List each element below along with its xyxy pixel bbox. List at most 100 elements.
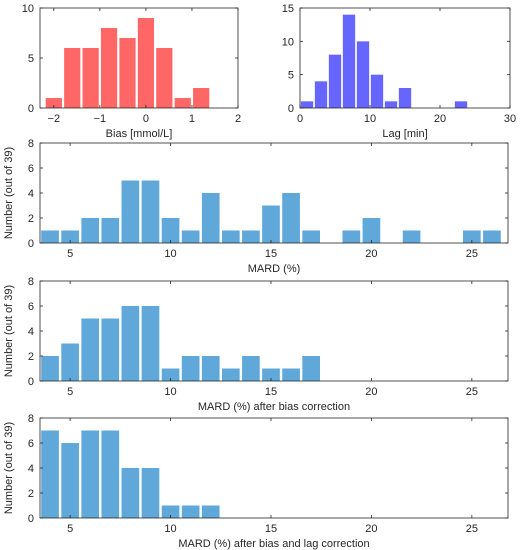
bar — [282, 368, 300, 381]
bar — [61, 230, 79, 243]
x-tick-label: 25 — [466, 248, 478, 260]
bar — [81, 430, 100, 518]
bar — [141, 180, 160, 243]
x-tick-label: 20 — [365, 248, 377, 260]
x-tick-label: 10 — [164, 248, 176, 260]
bar — [101, 430, 120, 518]
bar — [193, 88, 210, 108]
bar — [81, 218, 100, 243]
bar — [201, 193, 220, 243]
x-axis-label: MARD (%) after bias and lag correction — [178, 538, 369, 550]
x-axis-label: Lag [min] — [382, 128, 427, 140]
bar — [242, 230, 260, 243]
y-tick-label: 8 — [28, 276, 34, 288]
x-tick-label: 25 — [466, 386, 478, 398]
bar — [463, 230, 481, 243]
bar — [61, 343, 79, 381]
bar — [328, 54, 342, 108]
y-axis-label: Number (out of 39) — [3, 422, 15, 514]
bar — [137, 18, 155, 108]
y-tick-label: 15 — [282, 3, 294, 15]
bar — [314, 81, 328, 108]
bar — [201, 505, 220, 518]
bar — [242, 356, 260, 381]
x-tick-label: 0 — [297, 113, 303, 125]
subplot-4: 5 10 15 20 25 0 2 4 6 8 MARD (%) after bias correc… — [3, 276, 509, 413]
bar — [161, 218, 180, 243]
bar — [181, 230, 200, 243]
x-tick-label: 10 — [164, 386, 176, 398]
bar — [370, 74, 384, 108]
subplot-1: −2 −1 0 1 2 0 5 10 Bias [mmol/L] — [22, 3, 241, 140]
y-tick-label: 10 — [22, 3, 34, 15]
bar — [41, 356, 59, 381]
bar — [221, 230, 240, 243]
y-tick-label: 0 — [28, 376, 34, 388]
subplot-2: 0 10 20 30 0 5 10 15 Lag [min] — [282, 3, 516, 140]
bar — [342, 230, 361, 243]
y-tick-label: 2 — [28, 351, 34, 363]
y-tick-label: 5 — [28, 53, 34, 65]
x-tick-label: 10 — [364, 113, 376, 125]
bar — [282, 193, 300, 243]
bar — [141, 306, 160, 381]
bar — [64, 48, 81, 108]
bar — [100, 28, 118, 108]
y-tick-label: 0 — [28, 238, 34, 250]
y-axis-label: Number (out of 39) — [3, 147, 15, 239]
y-tick-label: 4 — [28, 326, 34, 338]
x-tick-label: 15 — [265, 386, 277, 398]
bar — [101, 318, 120, 381]
x-tick-label: 15 — [265, 248, 277, 260]
bar — [119, 38, 136, 108]
x-tick-label: 25 — [466, 523, 478, 535]
bar — [82, 48, 99, 108]
y-tick-label: 6 — [28, 438, 34, 450]
bar — [156, 48, 173, 108]
y-tick-label: 2 — [28, 213, 34, 225]
x-tick-label: 30 — [504, 113, 516, 125]
bar — [262, 368, 280, 381]
bar — [201, 356, 220, 381]
bar — [300, 101, 314, 108]
bar — [221, 368, 240, 381]
subplot-5: 5 10 15 20 25 0 2 4 6 8 MARD (%) after bias and la… — [3, 413, 509, 550]
bar — [342, 14, 356, 109]
bar — [483, 230, 501, 243]
bar — [41, 230, 59, 243]
y-tick-label: 4 — [28, 463, 34, 475]
bar — [81, 318, 100, 381]
x-tick-label: 1 — [189, 113, 195, 125]
y-tick-label: 8 — [28, 138, 34, 150]
bar — [174, 98, 191, 108]
y-tick-label: 5 — [288, 70, 294, 82]
y-tick-label: 6 — [28, 301, 34, 313]
bar — [302, 356, 320, 381]
x-axis-label: Bias [mmol/L] — [106, 128, 173, 140]
x-tick-label: −1 — [94, 113, 107, 125]
y-axis-label: Number (out of 39) — [3, 285, 15, 377]
y-tick-label: 0 — [28, 513, 34, 525]
bar — [181, 356, 200, 381]
bar — [121, 306, 140, 381]
x-tick-label: 20 — [365, 386, 377, 398]
x-tick-label: 20 — [365, 523, 377, 535]
axes-box — [299, 7, 511, 109]
y-tick-label: 0 — [288, 103, 294, 115]
y-tick-label: 4 — [28, 188, 34, 200]
bar — [161, 505, 180, 518]
bar — [356, 41, 370, 109]
x-axis-label: MARD (%) after bias correction — [198, 401, 350, 413]
bar — [454, 101, 468, 108]
bar — [402, 230, 421, 243]
bar — [362, 218, 381, 243]
bar — [302, 230, 320, 243]
bar — [45, 98, 62, 108]
bar — [181, 505, 200, 518]
bar — [262, 205, 280, 243]
x-tick-label: 15 — [265, 523, 277, 535]
bar — [101, 218, 120, 243]
bar — [121, 468, 140, 518]
bar — [121, 180, 140, 243]
